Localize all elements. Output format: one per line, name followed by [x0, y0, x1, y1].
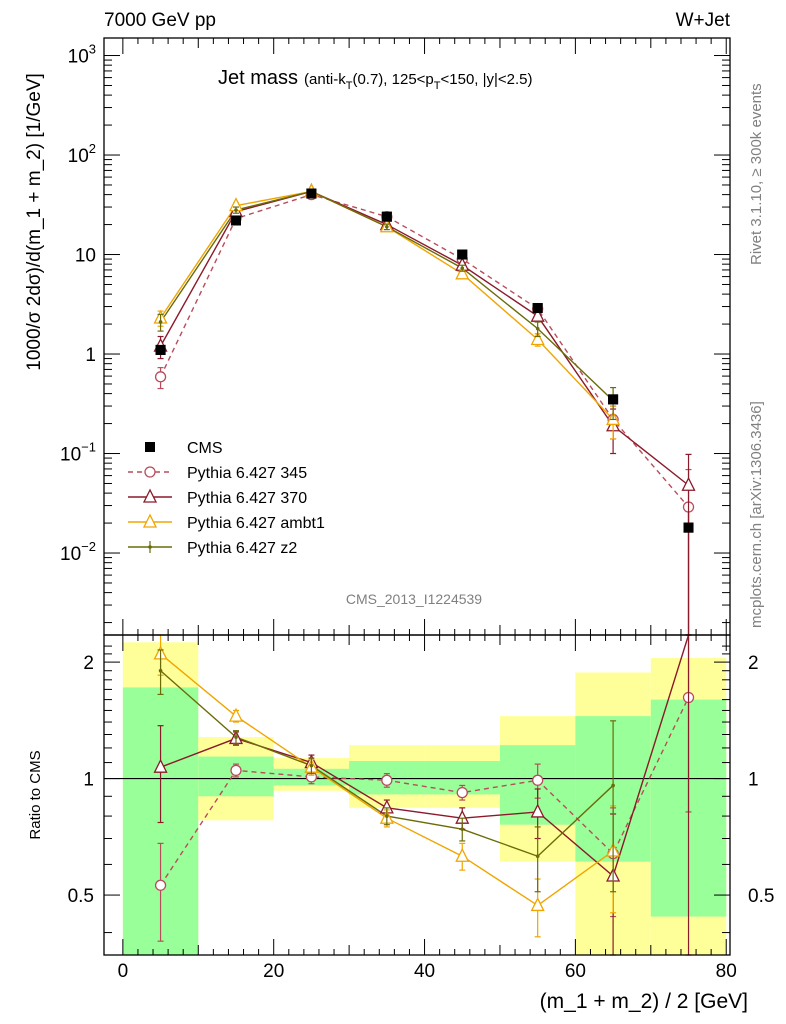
- ratio-ytick-label-right: 1: [748, 770, 759, 791]
- rivet-label: Rivet 3.1.10, ≥ 300k events: [748, 83, 765, 265]
- main-ytick-label: 1: [85, 345, 96, 366]
- ratio-bands: [104, 642, 730, 955]
- main-ylabel: 1000/σ 2dσ)/d(m_1 + m_2) [1/GeV]: [24, 73, 45, 371]
- ratio-ytick-label-right: 2: [748, 653, 759, 674]
- legend-label: Pythia 6.427 370: [187, 490, 307, 507]
- xtick-label: 80: [716, 961, 737, 982]
- header-left: 7000 GeV pp: [104, 10, 216, 31]
- marker-dot: [148, 545, 152, 549]
- marker-triangle: [153, 758, 168, 773]
- marker-dot: [385, 224, 389, 229]
- marker-dot: [234, 208, 238, 212]
- marker-square: [381, 211, 392, 222]
- main-ytick-label: 102: [68, 141, 96, 167]
- mcplots-label: mcplots.cern.ch [arXiv:1306.3436]: [748, 401, 765, 628]
- ratio-series-line-0: [159, 697, 690, 886]
- marker-triangle: [530, 803, 545, 818]
- marker-triangle: [142, 488, 158, 503]
- marker-square: [532, 303, 543, 314]
- marker-square: [155, 344, 166, 355]
- header-right: W+Jet: [676, 10, 731, 31]
- legend-label: Pythia 6.427 345: [187, 465, 307, 482]
- xtick-label: 20: [263, 961, 284, 982]
- marker-triangle: [530, 307, 545, 322]
- marker-circle: [154, 371, 167, 383]
- main-ytick-label: 103: [68, 42, 96, 68]
- marker-triangle: [455, 265, 470, 280]
- legend-label: Pythia 6.427 z2: [187, 540, 297, 557]
- legend-label: CMS: [187, 440, 223, 457]
- marker-dot: [158, 668, 163, 673]
- marker-triangle: [455, 847, 470, 862]
- marker-dot: [460, 266, 465, 270]
- ratio-ylabel: Ratio to CMS: [27, 750, 44, 839]
- marker-triangle: [228, 707, 244, 722]
- main-ytick-label: 10: [75, 246, 96, 267]
- marker-square: [145, 442, 155, 452]
- main-panel: [153, 183, 696, 636]
- marker-circle: [381, 774, 393, 786]
- marker-circle: [154, 879, 167, 891]
- marker-square: [608, 394, 619, 405]
- marker-triangle: [142, 513, 158, 528]
- marker-circle: [230, 764, 242, 777]
- main-ytick-label: 10−2: [60, 539, 96, 565]
- marker-dot: [309, 763, 314, 768]
- legend-label: Pythia 6.427 ambt1: [187, 515, 325, 532]
- chart-title: Jet mass (anti-kT(0.7), 125<pT<150, |y|<2…: [218, 67, 533, 92]
- marker-triangle: [530, 331, 545, 346]
- ratio-panel: [153, 634, 695, 956]
- marker-circle: [456, 786, 468, 799]
- marker-square: [306, 188, 317, 199]
- marker-dot: [535, 854, 540, 859]
- marker-square: [457, 249, 468, 260]
- marker-square: [683, 522, 694, 533]
- marker-dot: [535, 326, 540, 331]
- xtick-label: 60: [565, 961, 586, 982]
- ratio-frame: [103, 634, 731, 956]
- marker-dot: [611, 783, 615, 788]
- xtick-label: 40: [414, 961, 435, 982]
- xtick-label: 0: [118, 961, 129, 982]
- marker-dot: [158, 320, 163, 324]
- marker-square: [230, 215, 241, 226]
- ratio-ytick-label-right: 0.5: [748, 886, 774, 907]
- marker-dot: [234, 735, 238, 739]
- marker-dot: [460, 827, 465, 831]
- analysis-id: CMS_2013_I1224539: [346, 591, 482, 607]
- main-series-line-1: [159, 193, 690, 508]
- x-axis-label: (m_1 + m_2) / 2 [GeV]: [540, 990, 748, 1013]
- main-ytick-label: 10−1: [60, 440, 96, 466]
- legend: CMS Pythia 6.427 345 Pythia 6.427 370 Pythi…: [128, 440, 325, 557]
- marker-triangle: [530, 897, 545, 912]
- ratio-ytick-label: 2: [83, 653, 94, 674]
- main-series-line-2: [159, 190, 689, 486]
- marker-circle: [532, 774, 544, 786]
- marker-triangle: [681, 476, 696, 491]
- marker-dot: [385, 814, 389, 818]
- ratio-ytick-label: 1: [83, 770, 94, 791]
- ratio-ytick-label: 0.5: [68, 886, 94, 907]
- marker-circle: [144, 466, 156, 478]
